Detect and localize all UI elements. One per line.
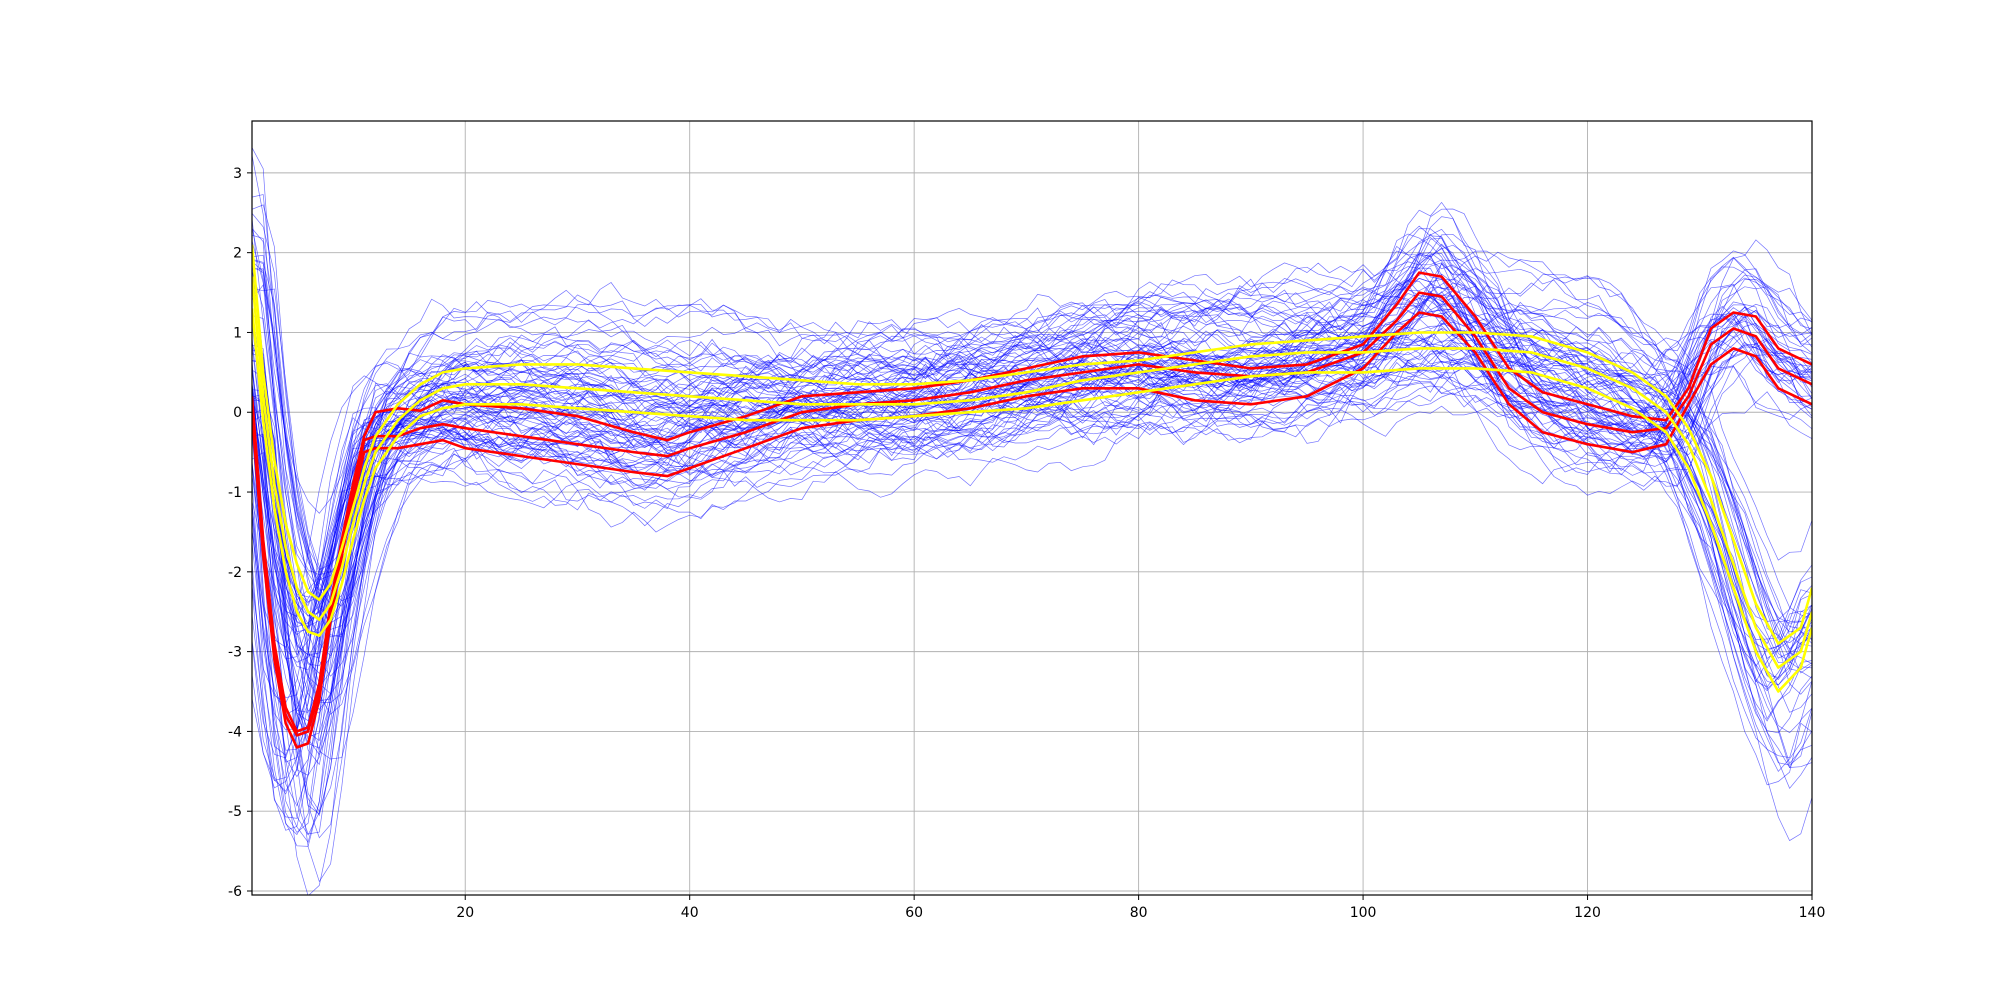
individual-trace-line — [252, 268, 1812, 671]
x-tick-label: 140 — [1799, 905, 1826, 921]
individual-trace-line — [252, 201, 1812, 778]
individual-trace-line — [252, 237, 1812, 660]
individual-trace-line — [252, 346, 1812, 686]
individual-trace-line — [252, 292, 1812, 699]
individual-trace-line — [252, 315, 1812, 842]
individual-trace-line — [252, 346, 1812, 651]
individual-trace-line — [252, 344, 1812, 756]
y-tick-label: 1 — [233, 325, 242, 341]
individual-trace-line — [252, 292, 1812, 660]
cluster-yellow-line-1 — [252, 244, 1812, 645]
individual-trace-line — [252, 254, 1812, 686]
individual-trace-line — [252, 259, 1812, 674]
individual-trace-line — [252, 283, 1812, 669]
individual-trace-line — [252, 290, 1812, 713]
individual-trace-line — [252, 213, 1812, 647]
x-tick-label: 80 — [1130, 905, 1148, 921]
individual-trace-line — [252, 240, 1812, 624]
individual-trace-line — [252, 322, 1812, 645]
individual-trace-line — [252, 283, 1812, 688]
x-tick-label: 40 — [681, 905, 699, 921]
cluster-yellow-line-3 — [252, 308, 1812, 693]
individual-trace-line — [252, 289, 1812, 742]
individual-trace-line — [252, 155, 1812, 633]
individual-trace-line — [252, 309, 1812, 690]
individual-trace-line — [252, 254, 1812, 650]
y-tick-label: -3 — [228, 645, 242, 661]
y-tick-label: -6 — [228, 884, 242, 900]
individual-trace-line — [252, 255, 1812, 847]
individual-trace-line — [252, 361, 1812, 720]
individual-trace-line — [252, 363, 1812, 758]
individual-trace-line — [252, 216, 1812, 817]
individual-trace-line — [252, 147, 1812, 659]
individual-trace-line — [252, 233, 1812, 648]
individual-trace-line — [252, 225, 1812, 730]
individual-trace-line — [252, 329, 1812, 795]
individual-trace-line — [252, 375, 1812, 722]
y-tick-label: 3 — [233, 166, 242, 182]
individual-trace-line — [252, 326, 1812, 789]
individual-trace-line — [252, 204, 1812, 695]
individual-trace-line — [252, 348, 1812, 622]
grid — [252, 121, 1813, 895]
individual-trace-line — [252, 314, 1812, 678]
individual-trace-line — [252, 250, 1812, 781]
individual-trace-line — [252, 228, 1812, 769]
individual-trace-line — [252, 269, 1812, 734]
individual-trace-line — [252, 265, 1812, 629]
individual-trace-line — [252, 262, 1812, 807]
individual-trace-line — [252, 325, 1812, 692]
axes: 20 40 60 80 100 120 140 3 2 1 0 -1 -2 -3 -4 -5 -6 — [228, 166, 1825, 921]
x-tick-label: 100 — [1350, 905, 1377, 921]
individual-trace-line — [252, 245, 1812, 759]
cluster-yellow-line-2 — [252, 276, 1812, 669]
y-tick-label: 2 — [233, 246, 242, 262]
y-tick-label: 0 — [233, 405, 242, 421]
individual-trace-line — [252, 280, 1812, 836]
individual-trace-line — [252, 228, 1812, 835]
individual-trace-line — [252, 217, 1812, 659]
y-tick-label: -1 — [228, 485, 242, 501]
plot-area-frame — [251, 120, 1813, 896]
y-tick-label: -5 — [228, 804, 242, 820]
y-tick-label: -4 — [228, 724, 242, 740]
x-tick-label: 20 — [456, 905, 474, 921]
individual-trace-line — [252, 252, 1812, 833]
cluster-red-line-2 — [252, 291, 1812, 737]
individual-trace-line — [252, 349, 1812, 738]
series-layer — [252, 147, 1812, 895]
individual-trace-line — [252, 339, 1812, 640]
individual-trace-line — [252, 313, 1812, 664]
x-tick-label: 60 — [905, 905, 923, 921]
individual-trace-line — [252, 208, 1812, 815]
y-tick-label: -2 — [228, 565, 242, 581]
individual-trace-line — [252, 258, 1812, 713]
x-tick-label: 120 — [1574, 905, 1601, 921]
individual-trace-line — [252, 228, 1812, 751]
individual-trace-line — [252, 278, 1812, 702]
individual-trace-line — [252, 320, 1812, 704]
individual-trace-line — [252, 246, 1812, 766]
